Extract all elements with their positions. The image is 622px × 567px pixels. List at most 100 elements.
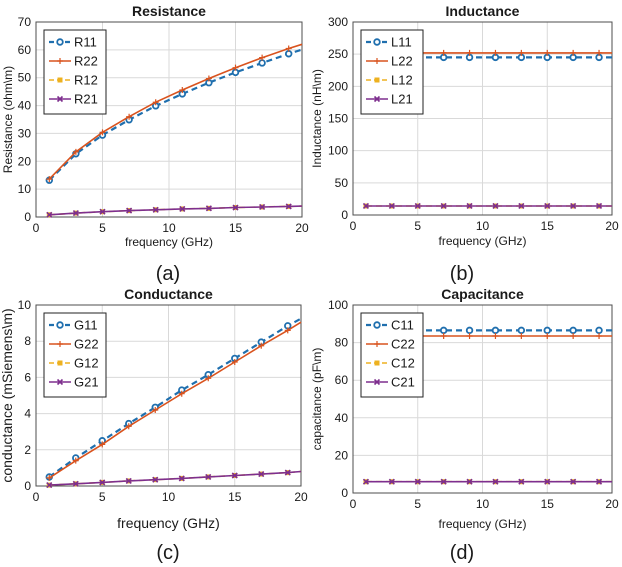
data-point-r22 (99, 129, 106, 136)
data-point-l21 (440, 202, 447, 210)
x-tick-label: 15 (541, 219, 555, 233)
data-point-l21 (414, 202, 421, 210)
data-point-c21 (518, 478, 525, 485)
y-tick-label: 4 (24, 407, 31, 421)
data-point-l21 (518, 202, 525, 210)
chart-title: Conductance (124, 286, 213, 302)
y-tick-label: 30 (18, 126, 32, 140)
y-tick-label: 250 (328, 47, 348, 61)
data-point-c21 (362, 478, 370, 485)
legend-marker (373, 321, 381, 329)
data-point-l21 (466, 202, 473, 210)
x-tick-label: 15 (229, 221, 243, 235)
data-point-r22 (179, 86, 186, 93)
legend-marker (56, 95, 64, 103)
legend-label: L11 (391, 35, 412, 50)
legend-label: G11 (74, 318, 98, 333)
data-point-l22 (596, 49, 603, 56)
data-point-l22 (466, 49, 473, 56)
y-tick-label: 0 (24, 479, 31, 493)
data-point-c21 (492, 478, 499, 485)
data-point-c22 (466, 333, 473, 340)
data-point-c11 (465, 326, 474, 335)
x-tick-label: 10 (162, 221, 176, 235)
data-point-r22 (152, 99, 159, 106)
data-point-l21 (362, 202, 370, 210)
data-point-c11 (543, 326, 551, 335)
legend-marker (57, 58, 63, 64)
data-point-g21 (46, 482, 53, 489)
data-point-c11 (569, 326, 577, 335)
data-point-g21 (72, 480, 79, 487)
legend-marker (56, 321, 64, 329)
data-point-g21 (205, 473, 212, 481)
panel-caption: (b) (450, 263, 474, 284)
data-point-l21 (595, 202, 603, 210)
data-point-l22 (518, 49, 525, 56)
data-point-c11 (491, 326, 500, 335)
data-point-l22 (544, 49, 551, 56)
panel-caption: (c) (156, 542, 179, 564)
data-point-r22 (46, 176, 53, 183)
data-point-r22 (259, 54, 266, 61)
y-tick-label: 150 (328, 112, 348, 126)
data-point-g22 (99, 441, 106, 448)
x-tick-label: 5 (414, 219, 421, 233)
legend-label: G22 (74, 337, 99, 352)
data-point-c22 (492, 333, 499, 340)
x-tick-label: 15 (541, 497, 555, 511)
data-point-g22 (284, 327, 291, 334)
data-point-c21 (440, 478, 447, 485)
y-axis-label: Inductance (nH\m) (311, 69, 324, 168)
x-tick-label: 0 (33, 490, 40, 504)
x-tick-label: 15 (228, 490, 242, 504)
data-point-c11 (439, 326, 448, 335)
legend-label: R12 (74, 73, 98, 88)
legend-marker (57, 341, 63, 347)
y-tick-label: 2 (24, 443, 31, 457)
legend-label: L21 (391, 92, 413, 107)
data-point-c21 (414, 478, 421, 485)
data-point-c11 (517, 326, 526, 335)
data-point-r22 (285, 45, 292, 52)
x-axis-label: frequency (GHz) (117, 515, 220, 531)
x-axis-label: frequency (GHz) (438, 234, 526, 248)
data-point-l21 (388, 202, 395, 210)
axes-box (352, 21, 613, 216)
data-point-r21 (72, 210, 79, 217)
data-point-c21 (595, 478, 603, 485)
data-point-g22 (72, 457, 79, 464)
y-tick-label: 300 (328, 15, 348, 29)
data-point-r21 (179, 205, 186, 212)
legend-label: G21 (74, 375, 99, 390)
data-point-r21 (152, 206, 159, 213)
data-point-g22 (125, 423, 132, 430)
data-point-r21 (205, 205, 212, 212)
legend-marker (57, 77, 63, 83)
data-point-r21 (99, 208, 106, 215)
data-point-l21 (570, 202, 577, 210)
data-point-g21 (99, 479, 106, 486)
data-point-g22 (205, 375, 212, 382)
data-point-c11 (595, 326, 603, 335)
data-point-r21 (46, 211, 53, 218)
y-axis-label: conductance (mSiemens\m) (0, 308, 15, 482)
legend-marker (374, 360, 380, 366)
y-tick-label: 100 (328, 144, 348, 158)
inductance-chart: 0 5 10 15 20050100150200250300Inductancefreq… (311, 3, 619, 284)
chart-title: Inductance (446, 3, 520, 19)
y-tick-label: 0 (341, 208, 348, 222)
data-point-r21 (285, 203, 292, 210)
legend-label: R21 (74, 92, 98, 107)
data-point-r22 (72, 148, 79, 155)
legend-marker (373, 378, 381, 386)
x-axis-label: frequency (GHz) (438, 517, 526, 531)
axes-box (352, 304, 613, 494)
capacitance-chart: 0 5 10 15 20 0 20 40 60 80 100 Capacitance frequency… (311, 286, 619, 564)
data-point-c22 (596, 333, 603, 340)
x-axis-label: frequency (GHz) (125, 235, 213, 249)
x-tick-label: 5 (99, 490, 106, 504)
data-point-c22 (570, 333, 577, 340)
legend-marker (373, 38, 381, 46)
